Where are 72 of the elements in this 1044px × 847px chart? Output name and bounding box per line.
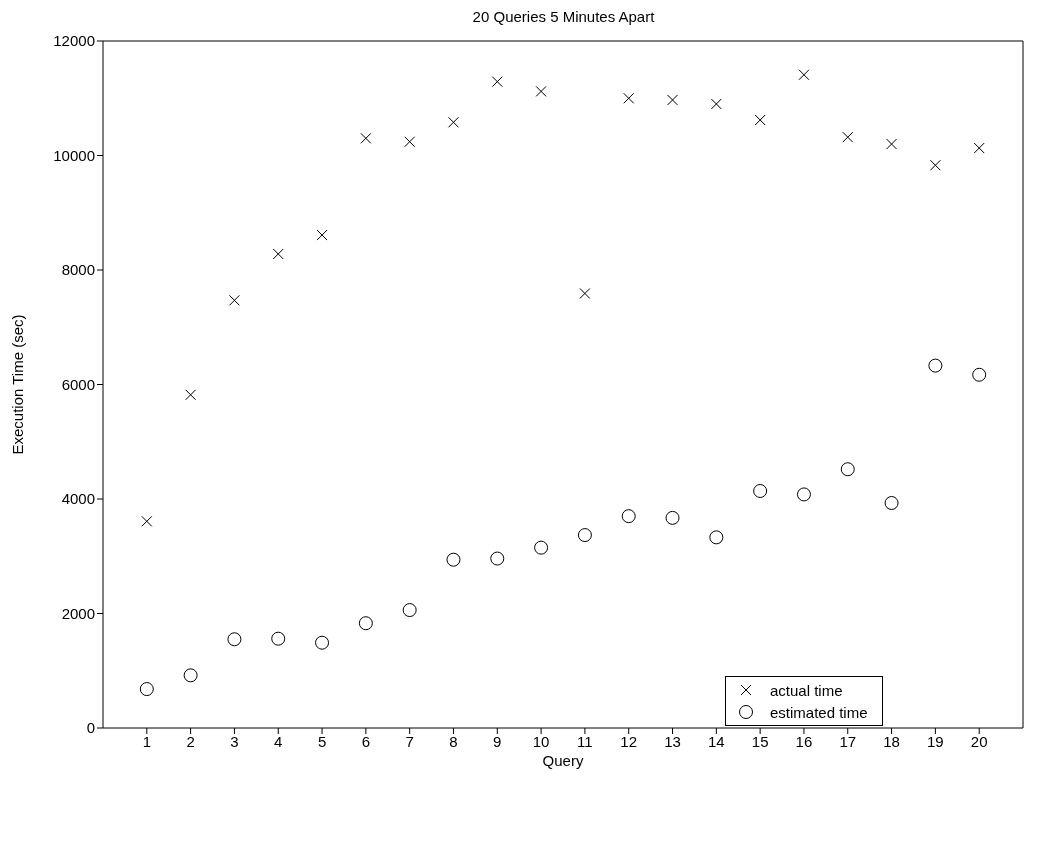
point (577, 528, 592, 543)
point (623, 92, 635, 104)
y-tick-label: 6000 (61, 375, 95, 393)
point (929, 159, 941, 171)
point (316, 229, 328, 241)
y-tick-label: 12000 (53, 32, 95, 50)
point (667, 94, 679, 106)
y-tick-label: 8000 (61, 261, 95, 279)
point (185, 389, 197, 401)
x-tick-label: 17 (839, 732, 857, 750)
x-tick-label: 16 (795, 732, 813, 750)
x-tick-label: 18 (883, 732, 900, 750)
x-tick-label: 14 (707, 732, 725, 750)
point (534, 540, 549, 555)
point (884, 496, 899, 511)
y-tick-label: 2000 (61, 604, 95, 622)
point (490, 551, 505, 566)
point (665, 510, 680, 525)
point (753, 483, 768, 498)
point (928, 358, 943, 373)
point (796, 487, 811, 502)
point (709, 530, 724, 545)
x-tick-label: 20 (970, 732, 988, 750)
chart-title: 20 Queries 5 Minutes Apart (471, 8, 656, 25)
point (710, 98, 722, 110)
x-tick-label: 6 (361, 732, 371, 750)
point (272, 248, 284, 260)
point (446, 552, 461, 567)
point (141, 515, 153, 527)
y-tick-label: 10000 (53, 146, 95, 164)
x-tick-label: 11 (577, 732, 593, 750)
point (183, 668, 198, 683)
point (402, 603, 417, 618)
point (886, 138, 898, 150)
x-tick-label: 9 (493, 732, 502, 750)
point (535, 85, 547, 97)
point (973, 142, 985, 154)
point (447, 116, 459, 128)
x-tick-label: 8 (449, 732, 458, 750)
x-tick-label: 15 (751, 732, 769, 750)
point (139, 682, 154, 697)
point (227, 632, 242, 647)
x-tick-label: 12 (620, 732, 638, 750)
legend-label: estimated time (770, 703, 869, 721)
x-axis-title: Query (542, 752, 584, 769)
point (491, 76, 503, 88)
x-tick-label: 13 (664, 732, 681, 750)
point (798, 69, 810, 81)
x-tick-label: 5 (317, 732, 327, 750)
point (754, 114, 766, 126)
point (315, 635, 330, 650)
point (842, 131, 854, 143)
point (404, 136, 416, 148)
y-axis-title: Execution Time (sec) (9, 314, 27, 455)
x-tick-label: 10 (532, 732, 550, 750)
point (621, 509, 636, 524)
x-tick-label: 1 (142, 732, 151, 750)
y-tick-label: 0 (86, 719, 95, 737)
point (579, 287, 591, 299)
y-tick-label: 4000 (61, 490, 95, 508)
point (972, 367, 987, 382)
point (840, 462, 855, 477)
point (271, 631, 286, 646)
x-tick-label: 7 (405, 732, 414, 750)
x-tick-label: 2 (186, 732, 195, 750)
x-tick-label: 4 (274, 732, 283, 750)
x-tick-label: 19 (927, 732, 944, 750)
legend-label: actual time (770, 681, 844, 699)
x-tick-label: 3 (230, 732, 239, 750)
point (358, 616, 373, 631)
point (228, 294, 240, 306)
point (360, 132, 372, 144)
